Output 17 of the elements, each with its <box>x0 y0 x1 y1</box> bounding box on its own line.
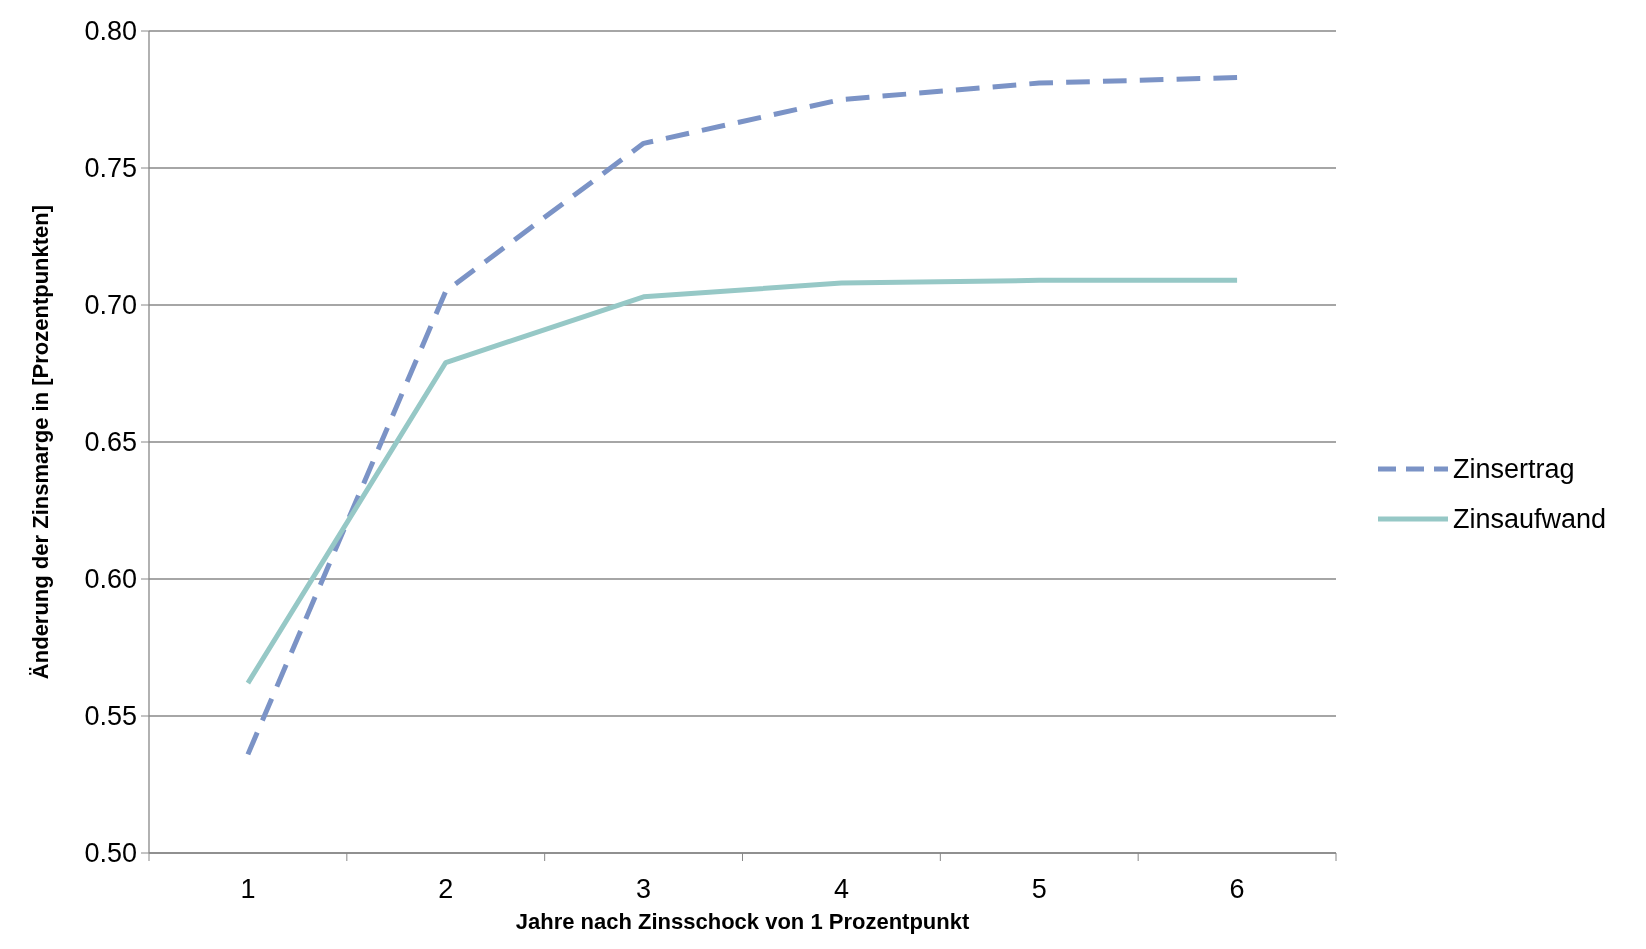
y-tick-label: 0.80 <box>84 16 137 47</box>
y-tick-label: 0.50 <box>84 838 137 869</box>
x-tick-label: 5 <box>1031 874 1047 904</box>
y-tick-label: 0.75 <box>84 153 137 184</box>
y-tick-label: 0.65 <box>84 427 137 458</box>
x-tick-label: 2 <box>438 874 454 904</box>
x-tick-label: 6 <box>1229 874 1245 904</box>
x-axis-title: Jahre nach Zinsschock von 1 Prozentpunkt <box>515 909 970 934</box>
y-axis-title: Änderung der Zinsmarge in [Prozentpunkten] <box>28 204 53 680</box>
legend-label: Zinsertrag <box>1453 454 1575 485</box>
y-tick-label: 0.70 <box>84 290 137 321</box>
y-tick-label: 0.55 <box>84 701 137 732</box>
x-tick-label: 3 <box>636 874 652 904</box>
y-tick-label: 0.60 <box>84 564 137 595</box>
x-tick-label: 4 <box>833 874 849 904</box>
x-tick-label: 1 <box>240 874 256 904</box>
legend-label: Zinsaufwand <box>1453 504 1607 535</box>
